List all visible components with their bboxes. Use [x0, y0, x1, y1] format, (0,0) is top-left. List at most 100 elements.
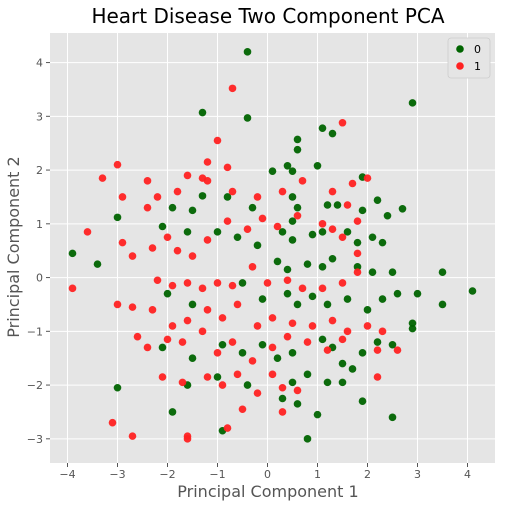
- data-point: [308, 292, 317, 301]
- data-point: [168, 203, 177, 212]
- data-point: [313, 161, 322, 170]
- data-point: [243, 225, 252, 233]
- data-point: [188, 252, 197, 260]
- data-point: [328, 225, 337, 233]
- data-point: [328, 254, 337, 263]
- data-point: [313, 410, 322, 419]
- data-point: [288, 319, 297, 328]
- data-point: [248, 203, 257, 212]
- data-point: [353, 268, 362, 276]
- data-point: [368, 233, 377, 242]
- data-point: [133, 332, 142, 341]
- data-point: [323, 378, 332, 387]
- data-point: [198, 284, 207, 293]
- data-point: [353, 238, 362, 247]
- data-point: [163, 289, 172, 298]
- data-point: [268, 370, 277, 379]
- series-1: [68, 84, 402, 443]
- data-point: [358, 206, 367, 215]
- data-point: [213, 279, 222, 287]
- data-point: [288, 349, 297, 357]
- data-point: [68, 249, 77, 258]
- data-point: [253, 389, 262, 397]
- data-point: [173, 246, 182, 255]
- data-point: [283, 265, 292, 274]
- data-point: [163, 335, 172, 344]
- data-point: [238, 405, 247, 414]
- data-point: [298, 284, 307, 293]
- data-point: [338, 279, 347, 287]
- data-point: [223, 193, 232, 201]
- data-point: [98, 174, 107, 182]
- data-point: [268, 167, 277, 175]
- data-point: [293, 203, 302, 212]
- data-point: [318, 335, 327, 344]
- data-point: [328, 129, 337, 138]
- data-point: [343, 295, 352, 303]
- data-point: [393, 346, 402, 354]
- data-point: [218, 340, 227, 349]
- data-point: [348, 179, 357, 188]
- x-tick-label: −2: [159, 468, 175, 481]
- data-point: [408, 99, 417, 107]
- data-point: [148, 244, 157, 252]
- data-point: [263, 279, 272, 287]
- data-point: [83, 228, 92, 236]
- data-point: [293, 211, 302, 220]
- y-axis-label: Principal Component 2: [4, 156, 23, 337]
- x-tick-label: −1: [209, 468, 225, 481]
- data-point: [158, 343, 167, 352]
- data-point: [233, 233, 242, 242]
- data-point: [368, 268, 377, 276]
- data-point: [383, 211, 392, 220]
- data-point: [268, 314, 277, 322]
- data-point: [318, 124, 327, 132]
- data-point: [303, 260, 312, 268]
- data-point: [278, 394, 287, 403]
- data-point: [398, 204, 407, 213]
- data-point: [213, 228, 222, 236]
- x-tick-label: 4: [464, 468, 471, 481]
- y-tick-label: 4: [36, 57, 43, 70]
- data-point: [288, 378, 297, 387]
- data-point: [323, 201, 332, 209]
- data-point: [318, 220, 327, 228]
- data-point: [323, 300, 332, 309]
- y-tick-label: −3: [27, 433, 43, 446]
- data-point: [158, 222, 167, 231]
- data-point: [278, 408, 287, 416]
- data-point: [228, 281, 237, 290]
- data-point: [258, 295, 267, 303]
- data-point: [328, 316, 337, 325]
- data-point: [118, 193, 127, 201]
- data-point: [168, 322, 177, 330]
- data-point: [223, 163, 232, 172]
- data-point: [93, 260, 102, 268]
- data-point: [253, 322, 262, 330]
- data-point: [118, 238, 127, 247]
- data-point: [203, 236, 212, 244]
- data-point: [243, 48, 252, 56]
- data-point: [213, 349, 222, 357]
- data-point: [153, 276, 162, 285]
- data-point: [248, 357, 257, 365]
- data-point: [203, 373, 212, 381]
- data-point: [143, 343, 152, 352]
- data-point: [303, 370, 312, 379]
- data-point: [238, 349, 247, 357]
- data-point: [408, 319, 417, 328]
- data-point: [388, 340, 397, 349]
- data-point: [68, 284, 77, 293]
- data-point: [188, 300, 197, 309]
- data-point: [278, 228, 287, 236]
- data-point: [318, 263, 327, 271]
- data-point: [203, 177, 212, 185]
- data-point: [388, 268, 397, 276]
- data-point: [198, 327, 207, 336]
- data-point: [143, 203, 152, 212]
- x-tick-label: 2: [364, 468, 371, 481]
- data-point: [113, 300, 122, 309]
- data-point: [298, 177, 307, 185]
- legend-box: [447, 37, 491, 79]
- data-point: [308, 322, 317, 330]
